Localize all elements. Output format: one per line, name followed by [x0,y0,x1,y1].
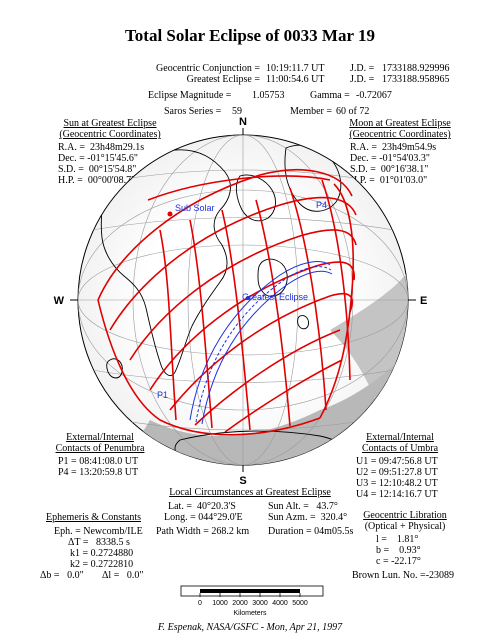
penumbra-p1: P1 = 08:41:08.0 UT [58,456,139,467]
umbra-subheading: Contacts of Umbra [361,443,439,454]
local-heading: Local Circumstances at Greatest Eclipse [169,487,331,498]
sun-sd: S.D. = 00°15'54.8" [58,164,137,175]
local-sun-alt: Sun Alt. = 43.7° [268,501,338,512]
south-label: S [239,475,246,487]
page-title: Total Solar Eclipse of 0033 Mar 19 [125,26,375,45]
member-value: 60 of 72 [336,106,370,117]
p4-label: P4 [316,200,327,210]
libration-heading: Geocentric Libration [363,510,447,521]
gamma-label: Gamma = [310,90,350,101]
umbra-u3: U3 = 12:10:48.2 UT [356,478,438,489]
scale-tick-label: 0 [198,600,202,607]
jd-label-1: J.D. = [350,63,375,74]
jd-value-2: 1733188.958965 [382,74,450,85]
penumbra-subheading: Contacts of Penumbra [55,443,145,454]
ephemeris-db: Δb = 0.0" [40,570,84,581]
greatest-eclipse-label: Greatest Eclipse [242,292,308,302]
scale-tick-label: 3000 [252,600,268,607]
eclipse-path-lines [97,169,357,436]
member-label: Member = [290,106,333,117]
saros-value: 59 [232,106,242,117]
conjunction-value: 10:19:11.7 UT [266,63,325,74]
umbra-heading: External/Internal [366,432,434,443]
north-label: N [239,116,247,128]
conjunction-label: Geocentric Conjunction = [156,63,260,74]
libration-b: b = 0.93° [376,545,421,556]
moon-ra: R.A. = 23h49m54.9s [350,142,437,153]
moon-hp: H.P. = 01°01'03.0" [350,175,428,186]
ephemeris-eph: Eph. = Newcomb/ILE [54,526,143,537]
local-path-width: Path Width = 268.2 km [156,526,250,537]
distance-scale: 0 1000 2000 3000 4000 5000 Kilometers [180,585,324,617]
local-duration: Duration = 04m05.5s [268,526,354,537]
scale-tick-label: 1000 [212,600,228,607]
sub-solar-marker [167,211,173,217]
gamma-value: -0.72067 [356,90,392,101]
sun-hp: H.P. = 00°00'08.7" [58,175,136,186]
greatest-eclipse-marker [246,296,250,300]
sun-heading: Sun at Greatest Eclipse [63,118,157,129]
penumbra-heading: External/Internal [66,432,134,443]
ephemeris-k2: k2 = 0.2722810 [70,559,134,570]
magnitude-value: 1.05753 [252,90,285,101]
moon-subheading: (Geocentric Coordinates) [349,129,451,140]
local-long: Long. = 044°29.0'E [164,512,243,523]
scale-ticks: 0 1000 2000 3000 4000 5000 [198,593,308,607]
p1-label: P1 [157,390,168,400]
libration-c: c = -22.17° [376,556,421,567]
ephemeris-dl: Δl = 0.0" [102,570,144,581]
libration-brown: Brown Lun. No. =-23089 [352,570,455,581]
greatest-eclipse-label: Greatest Eclipse = [186,74,260,85]
libration-subheading: (Optical + Physical) [364,521,446,532]
sun-ra: R.A. = 23h48m29.1s [58,142,145,153]
moon-sd: S.D. = 00°16'38.1" [350,164,429,175]
credit-line: F. Espenak, NASA/GSFC - Mon, Apr 21, 199… [157,622,343,633]
moon-heading: Moon at Greatest Eclipse [349,118,451,129]
sun-subheading: (Geocentric Coordinates) [59,129,161,140]
scale-tick-label: 2000 [232,600,248,607]
jd-value-1: 1733188.929996 [382,63,450,74]
saros-label: Saros Series = [164,106,222,117]
west-label: W [54,295,65,307]
scale-bar [200,589,300,593]
sun-dec: Dec. = -01°15'45.6" [58,153,138,164]
umbra-u2: U2 = 09:51:27.8 UT [356,467,438,478]
magnitude-label: Eclipse Magnitude = [148,90,232,101]
moon-dec: Dec. = -01°54'03.3" [350,153,430,164]
libration-l: l = 1.81° [376,534,419,545]
ephemeris-dt: ΔT = 8338.5 s [68,537,130,548]
east-label: E [420,295,427,307]
penumbra-p4: P4 = 13:20:59.8 UT [58,467,139,478]
local-lat: Lat. = 40°20.3'S [168,501,236,512]
central-path [189,261,333,425]
greatest-eclipse-value: 11:00:54.6 UT [266,74,325,85]
sub-solar-label: Sub Solar [175,203,215,213]
umbra-u4: U4 = 12:14:16.7 UT [356,489,438,500]
jd-label-2: J.D. = [350,74,375,85]
scale-tick-label: 4000 [272,600,288,607]
scale-tick-label: 5000 [292,600,308,607]
umbra-u1: U1 = 09:47:56.8 UT [356,456,438,467]
local-sun-azm: Sun Azm. = 320.4° [268,512,348,523]
ephemeris-heading: Ephemeris & Constants [46,512,141,523]
ephemeris-k1: k1 = 0.2724880 [70,548,134,559]
scale-unit: Kilometers [233,610,267,617]
